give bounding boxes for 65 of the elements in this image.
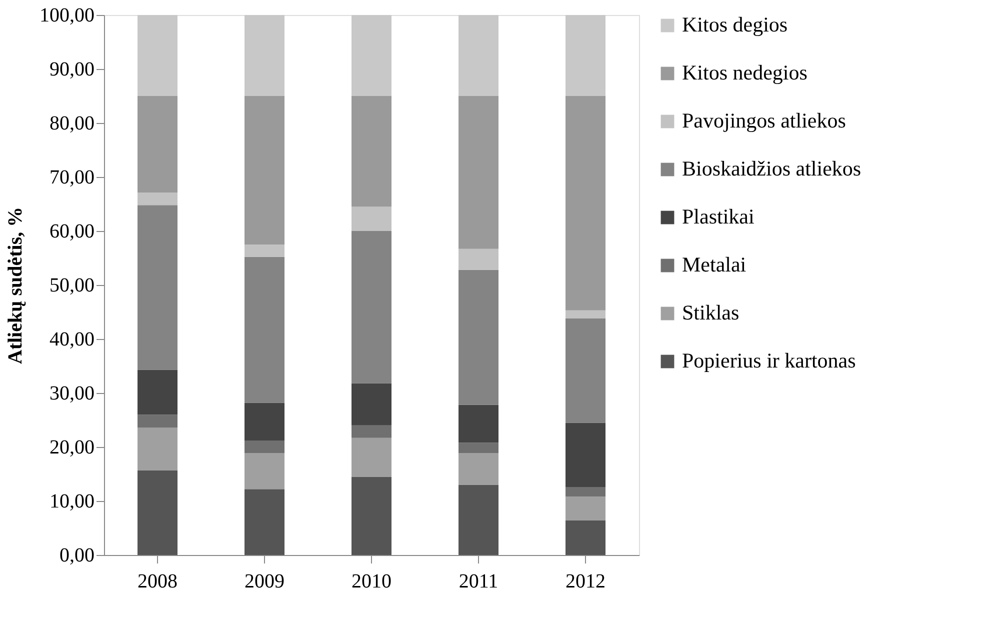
bar xyxy=(244,96,284,244)
bar xyxy=(458,442,498,453)
x-tick-label: 2009 xyxy=(244,570,284,592)
bar xyxy=(138,470,178,555)
bar xyxy=(458,270,498,405)
bar xyxy=(352,15,392,96)
bar xyxy=(138,205,178,370)
bar xyxy=(244,452,284,490)
bar xyxy=(566,15,606,96)
bar xyxy=(138,428,178,470)
bar xyxy=(138,414,178,428)
y-tick-label: 0,00 xyxy=(60,544,94,566)
bar xyxy=(138,15,178,96)
bar xyxy=(458,404,498,443)
y-tick-label: 100,00 xyxy=(40,4,94,26)
bar xyxy=(458,248,498,270)
y-tick-label: 50,00 xyxy=(50,274,94,296)
bar xyxy=(352,383,392,426)
legend-label: Kitos nedegios xyxy=(682,60,808,84)
legend-label: Plastikai xyxy=(682,204,754,228)
bar xyxy=(566,422,606,487)
bar xyxy=(566,496,606,520)
y-tick-label: 30,00 xyxy=(50,382,94,404)
y-axis-title: Atliekų sudėtis, % xyxy=(4,206,26,364)
bar xyxy=(352,476,392,555)
bar xyxy=(352,206,392,231)
bar xyxy=(244,489,284,555)
bar xyxy=(566,318,606,423)
bar xyxy=(138,96,178,193)
bar xyxy=(458,452,498,485)
legend-label: Stiklas xyxy=(682,300,740,324)
bar xyxy=(458,15,498,96)
x-tick-label: 2011 xyxy=(458,570,498,592)
bar xyxy=(244,402,284,441)
legend-label: Bioskaidžios atliekos xyxy=(682,156,862,180)
bar xyxy=(244,440,284,453)
legend-label: Metalai xyxy=(682,252,746,276)
bar xyxy=(244,15,284,96)
bar xyxy=(138,370,178,415)
y-tick-label: 10,00 xyxy=(50,490,94,512)
bar xyxy=(352,425,392,438)
bar xyxy=(352,96,392,207)
x-tick-label: 2008 xyxy=(138,570,178,592)
bar xyxy=(244,256,284,403)
bar xyxy=(352,231,392,384)
bar xyxy=(458,96,498,249)
y-tick-label: 90,00 xyxy=(50,58,94,80)
bar xyxy=(566,96,606,310)
bar xyxy=(566,486,606,497)
bar xyxy=(566,520,606,555)
y-tick-label: 80,00 xyxy=(50,112,94,134)
x-tick-label: 2012 xyxy=(566,570,606,592)
y-tick-label: 40,00 xyxy=(50,328,94,350)
bar xyxy=(138,192,178,206)
x-tick-label: 2010 xyxy=(352,570,392,592)
bar xyxy=(244,244,284,257)
legend-label: Popierius ir kartonas xyxy=(682,348,856,372)
y-tick-label: 20,00 xyxy=(50,436,94,458)
y-tick-label: 70,00 xyxy=(50,166,94,188)
bar xyxy=(458,484,498,555)
legend-label: Pavojingos atliekos xyxy=(682,108,846,132)
legend-label: Kitos degios xyxy=(682,12,788,36)
bar xyxy=(352,438,392,477)
y-tick-label: 60,00 xyxy=(50,220,94,242)
bar xyxy=(566,310,606,318)
